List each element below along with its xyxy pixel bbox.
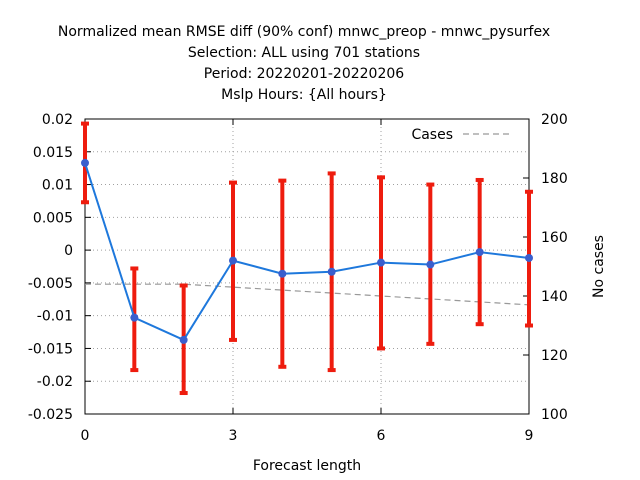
plot-frame [84,118,530,415]
y-tick-label: 0.005 [33,210,73,226]
grid [85,119,529,414]
y2-tick-label: 140 [541,289,568,305]
y2-tick-label: 180 [541,171,568,187]
y-tick-label: -0.025 [28,407,73,423]
y-tick-label: 0.01 [42,178,73,194]
rmse-diff-point [426,260,435,269]
chart-title-line: Normalized mean RMSE diff (90% conf) mnw… [58,24,550,40]
y-tick-label: 0 [64,243,73,259]
x-axis-label: Forecast length [253,458,361,474]
y2-tick-label: 160 [541,230,568,246]
rmse-diff-point [229,256,237,265]
rmse-diff-point [81,158,89,167]
chart-title: Normalized mean RMSE diff (90% conf) mnw… [58,24,550,103]
rmse-diff-point [377,258,385,267]
chart-title-line: Selection: ALL using 701 stations [188,45,420,61]
axes: 0.02 0.015 0.01 0.005 0 -0.005 -0.01 -0.015 -0.0… [28,112,568,444]
rmse-diff-point [179,335,188,344]
legend: Cases [411,127,511,143]
rmse-diff-point [525,253,533,262]
series [81,121,533,396]
y2-tick-label: 100 [541,407,568,423]
y-tick-label: 0.015 [33,145,73,161]
x-tick-label: 9 [525,428,534,444]
y-tick-label: -0.02 [37,374,73,390]
y-tick-label: 0.02 [42,112,73,128]
rmse-diff-point [130,313,139,322]
rmse-diff-point [475,248,484,257]
rmse-diff-point [327,267,336,276]
y-tick-label: -0.01 [37,309,73,325]
x-tick-label: 3 [229,428,238,444]
x-tick-label: 0 [81,428,90,444]
y-tick-label: -0.005 [28,276,73,292]
cases-line [85,283,530,306]
rmse-diff-line [84,162,530,342]
y2-tick-label: 120 [541,348,568,364]
rmse-diff-point [278,269,287,278]
y-tick-label: -0.015 [28,341,73,357]
y2-tick-label: 200 [541,112,568,128]
legend-label: Cases [411,127,453,143]
chart-title-line: Mslp Hours: {All hours} [221,87,387,103]
chart-title-line: Period: 20220201-20220206 [204,66,404,82]
x-tick-label: 6 [377,428,386,444]
right-axis-label: No cases [591,235,607,298]
